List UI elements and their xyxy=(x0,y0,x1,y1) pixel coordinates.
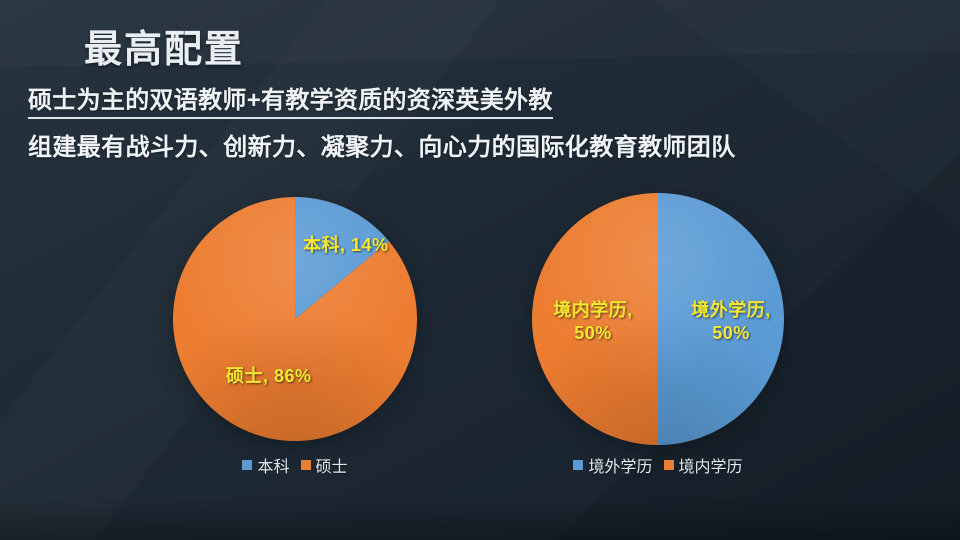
legend-label-benke: 本科 xyxy=(257,459,290,476)
legend-swatch-benke xyxy=(242,460,253,470)
legend-degree: 本科 硕士 xyxy=(173,453,417,477)
pie-label-jingnei: 境内学历, 50% xyxy=(545,299,641,345)
legend-swatch-jingwai xyxy=(573,460,584,470)
legend-item-benke: 本科 xyxy=(242,453,290,477)
legend-swatch-shuoshi xyxy=(300,460,311,470)
pie-slice-硕士 xyxy=(173,197,417,441)
legend-label-shuoshi: 硕士 xyxy=(315,459,348,476)
pie-label-jingwai: 境外学历, 50% xyxy=(683,299,779,345)
pie-label-benke: 本科, 14% xyxy=(303,235,389,255)
pie-label-shuoshi: 硕士, 86% xyxy=(226,366,312,386)
pie-slice-境外学历 xyxy=(658,193,784,445)
pie-label-jingwai-line1: 境外学历, xyxy=(691,300,771,320)
pie-degree-svg xyxy=(173,197,417,441)
subtitle-underlined: 硕士为主的双语教师+有教学资质的资深英美外教 xyxy=(28,80,553,119)
legend-label-jingnei: 境内学历 xyxy=(678,459,743,476)
legend-item-jingwai: 境外学历 xyxy=(573,453,653,477)
pie-label-jingwai-line2: 50% xyxy=(712,323,750,343)
pie-label-jingnei-line2: 50% xyxy=(574,323,612,343)
pie-slice-本科 xyxy=(295,197,390,319)
pie-slice-境内学历 xyxy=(532,193,658,445)
slide-title: 最高配置 xyxy=(84,29,245,71)
legend-label-jingwai: 境外学历 xyxy=(588,459,653,476)
legend-swatch-jingnei xyxy=(663,460,674,470)
legend-item-jingnei: 境内学历 xyxy=(663,453,743,477)
pie-label-jingnei-line1: 境内学历, xyxy=(553,300,633,320)
pie-origin-svg xyxy=(532,193,784,445)
legend-item-shuoshi: 硕士 xyxy=(300,453,348,477)
subtitle-underlined-text: 硕士为主的双语教师+有教学资质的资深英美外教 xyxy=(28,87,553,119)
legend-origin: 境外学历 境内学历 xyxy=(532,453,784,477)
subtitle-second-line: 组建最有战斗力、创新力、凝聚力、向心力的国际化教育教师团队 xyxy=(28,134,736,161)
